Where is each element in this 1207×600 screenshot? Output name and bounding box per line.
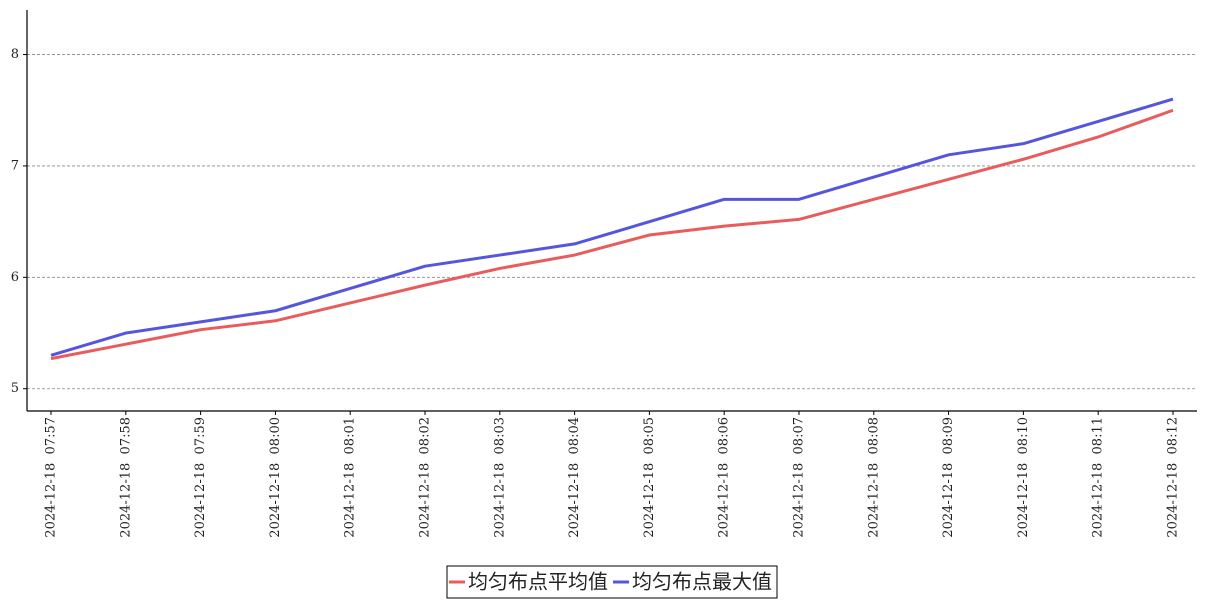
x-tick-label: 2024-12-18 07:59 <box>193 417 208 538</box>
x-tick-label: 2024-12-18 08:04 <box>567 417 582 538</box>
y-tick-label: 5 <box>11 381 19 396</box>
x-tick-label: 2024-12-18 08:06 <box>717 417 732 538</box>
x-tick-label: 2024-12-18 08:01 <box>343 417 358 538</box>
x-tick-label: 2024-12-18 08:03 <box>492 417 507 538</box>
y-tick-label: 6 <box>11 270 19 285</box>
x-tick-label: 2024-12-18 08:12 <box>1166 417 1181 538</box>
x-tick-label: 2024-12-18 08:09 <box>941 417 956 538</box>
x-tick-label: 2024-12-18 08:08 <box>866 417 881 538</box>
y-tick-label: 7 <box>11 158 19 173</box>
x-tick-label: 2024-12-18 08:07 <box>792 417 807 538</box>
x-tick-label: 2024-12-18 08:00 <box>268 417 283 538</box>
legend: 均匀布点平均值 均匀布点最大值 <box>446 565 778 599</box>
legend-label: 均匀布点最大值 <box>632 570 772 594</box>
x-tick-label: 2024-12-18 07:58 <box>118 417 133 538</box>
x-tick-label: 2024-12-18 08:11 <box>1091 417 1106 538</box>
legend-box <box>446 565 778 599</box>
x-tick-label: 2024-12-18 08:10 <box>1016 417 1031 538</box>
series-line <box>50 108 1174 361</box>
series-line <box>50 97 1174 357</box>
legend-label: 均匀布点平均值 <box>468 570 608 594</box>
x-tick-label: 2024-12-18 07:57 <box>44 417 59 538</box>
x-tick-label: 2024-12-18 08:05 <box>642 417 657 538</box>
y-tick-label: 8 <box>11 47 19 62</box>
x-tick-label: 2024-12-18 08:02 <box>418 417 433 538</box>
